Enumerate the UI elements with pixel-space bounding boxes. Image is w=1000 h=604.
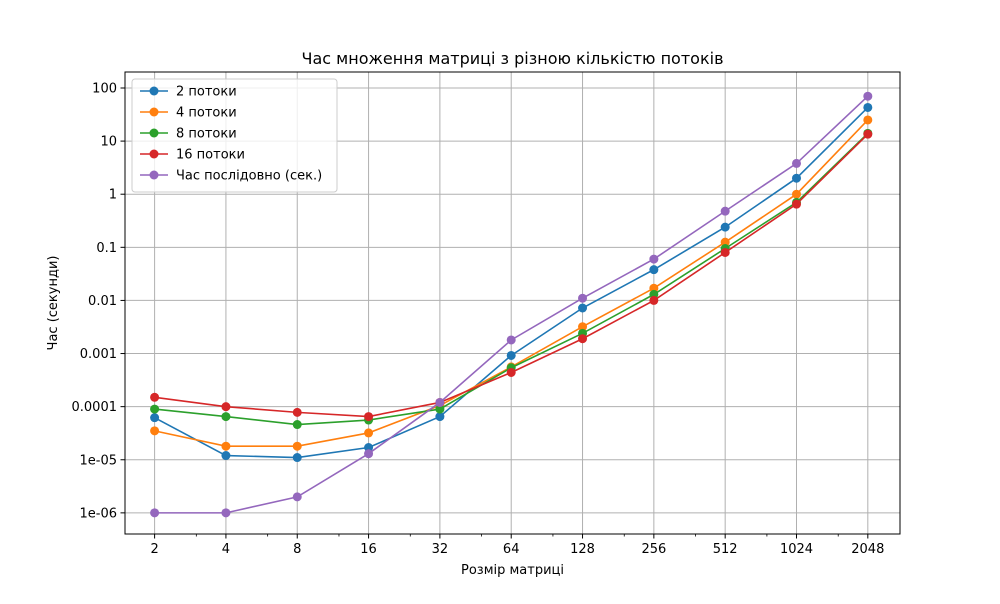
data-point bbox=[150, 426, 160, 436]
data-point bbox=[292, 407, 302, 417]
data-point bbox=[292, 420, 302, 430]
data-point bbox=[720, 247, 730, 257]
data-point bbox=[791, 199, 801, 209]
x-tick-label: 128 bbox=[570, 542, 595, 557]
y-tick-label: 10 bbox=[100, 135, 117, 150]
x-tick-label: 16 bbox=[360, 542, 377, 557]
y-tick-label: 0.01 bbox=[88, 294, 117, 309]
data-point bbox=[364, 412, 374, 422]
data-point bbox=[292, 453, 302, 463]
data-point bbox=[364, 428, 374, 438]
legend-label: Час послідовно (сек.) bbox=[176, 169, 322, 184]
legend: 2 потоки 4 потоки 8 потоки 16 потоки Час пос… bbox=[131, 78, 338, 193]
legend-marker bbox=[149, 128, 159, 138]
data-point bbox=[292, 441, 302, 451]
x-tick-label: 2048 bbox=[851, 542, 884, 557]
x-tick-label: 512 bbox=[713, 542, 738, 557]
data-point bbox=[578, 303, 588, 313]
data-point bbox=[292, 492, 302, 502]
legend-marker bbox=[149, 107, 159, 117]
series-1 bbox=[150, 102, 873, 463]
legend-label: 4 потоки bbox=[176, 106, 237, 121]
data-point bbox=[649, 283, 659, 293]
data-point bbox=[150, 508, 160, 518]
legend-marker bbox=[149, 149, 159, 159]
x-tick-label: 1024 bbox=[780, 542, 813, 557]
y-tick-label: 0.1 bbox=[96, 241, 117, 256]
legend-label: 16 потоки bbox=[176, 148, 245, 163]
legend-item: Час послідовно (сек.) bbox=[140, 169, 322, 184]
data-point bbox=[720, 206, 730, 216]
legend-marker bbox=[149, 86, 159, 96]
y-tick-label: 0.0001 bbox=[72, 400, 118, 415]
data-point bbox=[649, 254, 659, 264]
data-point bbox=[863, 129, 873, 139]
data-point bbox=[791, 173, 801, 183]
x-axis: 2 4 8 16 32 64 128 256 512 1024 2048 bbox=[150, 534, 884, 557]
data-point bbox=[435, 404, 445, 414]
data-point bbox=[506, 350, 516, 360]
legend-box bbox=[131, 78, 338, 193]
data-point bbox=[435, 412, 445, 422]
x-tick-label: 32 bbox=[432, 542, 449, 557]
x-tick-label: 64 bbox=[503, 542, 520, 557]
x-axis-label: Розмір матриці bbox=[461, 563, 564, 578]
x-tick-label: 2 bbox=[150, 542, 158, 557]
plot-frame bbox=[124, 71, 901, 535]
data-point bbox=[506, 335, 516, 345]
data-point bbox=[791, 189, 801, 199]
data-point bbox=[649, 265, 659, 275]
data-point bbox=[221, 508, 231, 518]
data-point bbox=[221, 412, 231, 422]
chart-title: Час множення матриці з різною кількістю … bbox=[302, 49, 724, 68]
x-tick-label: 256 bbox=[641, 542, 666, 557]
legend-item: 8 потоки bbox=[140, 127, 237, 142]
data-point bbox=[578, 334, 588, 344]
data-point bbox=[221, 451, 231, 461]
series-5 bbox=[150, 91, 873, 518]
y-tick-label: 1e-05 bbox=[79, 453, 117, 468]
y-tick-label: 1 bbox=[109, 188, 117, 203]
legend-marker bbox=[149, 170, 159, 180]
data-point bbox=[364, 443, 374, 453]
series-4 bbox=[150, 129, 873, 422]
data-point bbox=[150, 413, 160, 423]
data-point bbox=[863, 91, 873, 101]
y-tick-label: 1e-06 bbox=[79, 506, 117, 521]
data-point bbox=[221, 441, 231, 451]
legend-item: 16 потоки bbox=[140, 148, 245, 163]
data-point bbox=[578, 322, 588, 332]
legend-label: 8 потоки bbox=[176, 127, 237, 142]
data-point bbox=[364, 449, 374, 459]
x-tick-label: 8 bbox=[293, 542, 301, 557]
y-axis: 1e-06 1e-05 0.0001 0.001 0.01 0.1 1 10 100 bbox=[72, 81, 125, 521]
data-point bbox=[221, 402, 231, 412]
x-tick-label: 4 bbox=[222, 542, 230, 557]
legend-item: 4 потоки bbox=[140, 106, 237, 121]
data-point bbox=[506, 367, 516, 377]
legend-item: 2 потоки bbox=[140, 85, 237, 100]
series-group bbox=[150, 91, 873, 518]
data-point bbox=[720, 237, 730, 247]
legend-label: 2 потоки bbox=[176, 85, 237, 100]
grid bbox=[125, 72, 900, 534]
data-point bbox=[649, 295, 659, 305]
data-point bbox=[150, 392, 160, 402]
data-point bbox=[863, 115, 873, 125]
data-point bbox=[435, 397, 445, 407]
data-point bbox=[863, 102, 873, 112]
data-point bbox=[150, 404, 160, 414]
data-point bbox=[791, 158, 801, 168]
data-point bbox=[720, 222, 730, 232]
data-point bbox=[578, 293, 588, 303]
y-tick-label: 0.001 bbox=[80, 347, 117, 362]
y-axis-label: Час (секунди) bbox=[46, 256, 61, 351]
y-tick-label: 100 bbox=[92, 81, 117, 96]
